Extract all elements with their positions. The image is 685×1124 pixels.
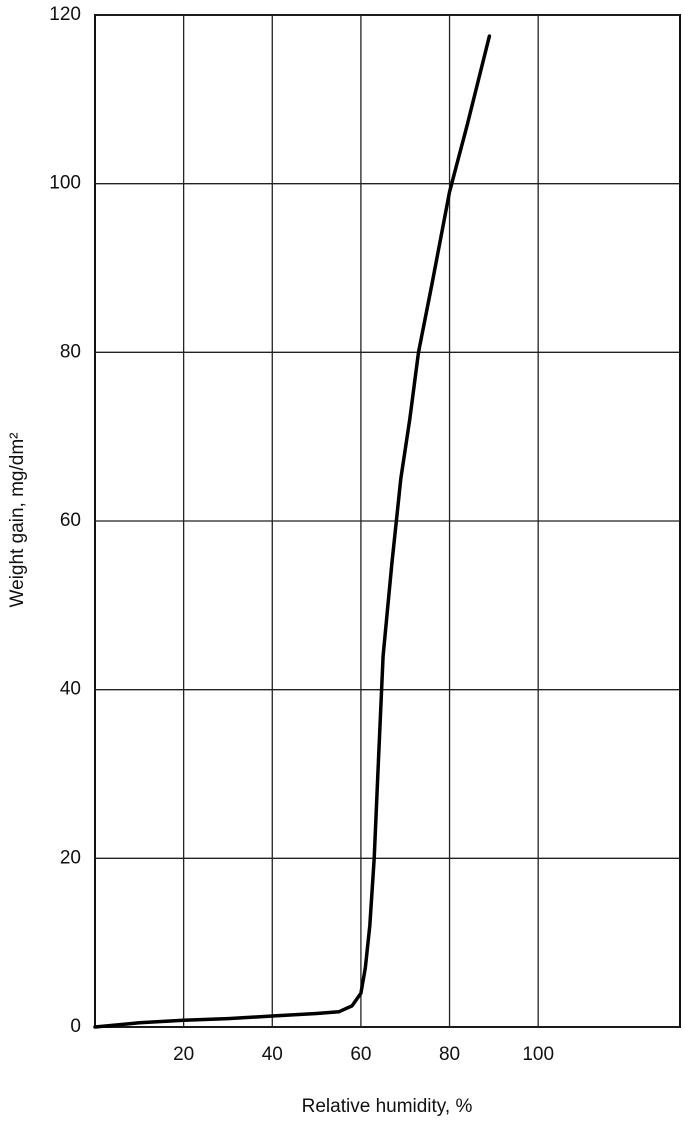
x-tick-label: 60 [350,1044,371,1065]
x-axis-label: Relative humidity, % [302,1096,473,1117]
y-axis-label: Weight gain, mg/dm² [7,433,28,608]
y-tick-label: 100 [49,173,81,194]
y-tick-label: 120 [49,4,81,25]
y-tick-label: 0 [70,1016,81,1037]
x-tick-label: 80 [439,1044,460,1065]
y-tick-label: 60 [60,510,81,531]
curve [93,34,492,1029]
y-tick-label: 40 [60,679,81,700]
x-tick-label: 20 [173,1044,194,1065]
x-tick-label: 100 [522,1044,554,1065]
x-tick-label: 40 [262,1044,283,1065]
y-tick-label: 20 [60,847,81,868]
y-tick-label: 80 [60,341,81,362]
